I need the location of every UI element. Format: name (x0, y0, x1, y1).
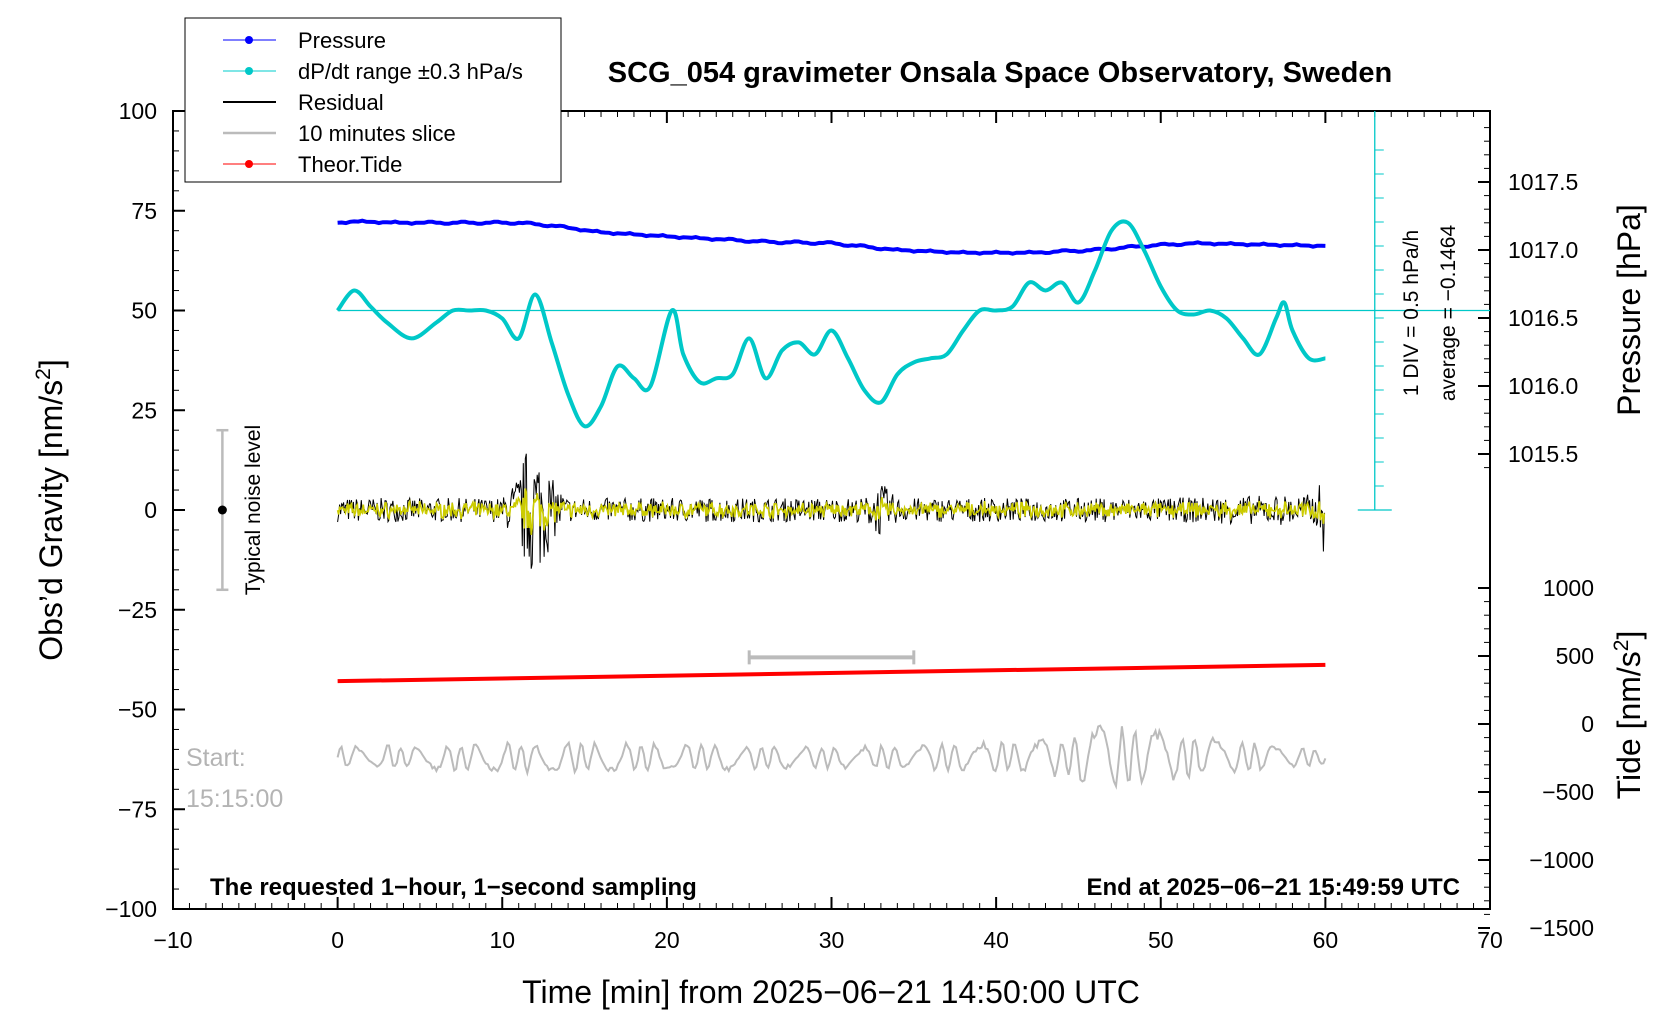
x-tick-label: 70 (1477, 927, 1503, 953)
noise-level-label: Typical noise level (242, 425, 265, 595)
tide-line (337, 662, 1326, 684)
residual-smoothed-line (336, 488, 1326, 536)
legend: Pressure dP/dt range ±0.3 hPa/s Residual… (184, 17, 562, 183)
pressure-tick-label: 1017.5 (1508, 169, 1578, 195)
sampling-note: The requested 1−hour, 1−second sampling (210, 874, 697, 901)
end-time-note: End at 2025−06−21 15:49:59 UTC (1086, 874, 1460, 901)
x-tick-label: 0 (331, 927, 344, 953)
tide-tick-label: −1500 (1529, 915, 1594, 941)
tide-tick-label: 1000 (1543, 575, 1594, 601)
legend-item-pressure: Pressure (223, 28, 386, 53)
svg-text:Pressure: Pressure (298, 28, 386, 53)
y-tick-label: −50 (118, 697, 157, 723)
legend-box (184, 17, 562, 183)
pressure-average-label: average = −0.1464 (1437, 225, 1460, 402)
x-tick-label: 30 (819, 927, 845, 953)
dpdt-line (335, 219, 1326, 429)
tide-tick-label: 0 (1581, 711, 1594, 737)
svg-text:10 minutes slice: 10 minutes slice (298, 121, 456, 146)
x-tick-label: 10 (489, 927, 515, 953)
pressure-line (337, 218, 1326, 256)
x-tick-label: 40 (983, 927, 1009, 953)
y-tick-label: −75 (118, 796, 157, 822)
y-tick-label: 25 (131, 397, 157, 423)
left-axis-label: Obs’d Gravity [nm/s2] (32, 359, 69, 661)
y-tick-label: −25 (118, 597, 157, 623)
svg-text:Theor.Tide: Theor.Tide (298, 152, 402, 177)
y-tick-label: −100 (105, 896, 157, 922)
tide-tick-label: −500 (1542, 779, 1594, 805)
pressure-tick-label: 1016.0 (1508, 373, 1578, 399)
svg-text:dP/dt range ±0.3 hPa/s: dP/dt range ±0.3 hPa/s (298, 59, 523, 84)
tide-tick-label: −1000 (1529, 847, 1594, 873)
pressure-tick-label: 1016.5 (1508, 305, 1578, 331)
legend-item-tide: Theor.Tide (223, 152, 402, 177)
y-tick-label: 75 (131, 198, 157, 224)
pressure-rate-scale-label: 1 DIV = 0.5 hPa/h (1400, 230, 1423, 396)
start-time-label: 15:15:00 (186, 785, 283, 813)
y-tick-label: 100 (119, 98, 157, 124)
x-tick-label: 60 (1313, 927, 1339, 953)
x-tick-label: 50 (1148, 927, 1174, 953)
legend-item-slice: 10 minutes slice (223, 121, 456, 146)
legend-item-residual: Residual (223, 90, 384, 115)
pressure-axis-label: Pressure [hPa] (1611, 204, 1647, 416)
pressure-tick-label: 1015.5 (1508, 441, 1578, 467)
x-tick-label: −10 (153, 927, 192, 953)
x-axis-label: Time [min] from 2025−06−21 14:50:00 UTC (522, 974, 1140, 1010)
start-label: Start: (186, 744, 246, 772)
tide-axis-label: Tide [nm/s2] (1610, 631, 1647, 800)
noise-bar-center-dot (217, 505, 227, 515)
y-tick-label: 50 (131, 298, 157, 324)
pressure-tick-label: 1017.0 (1508, 237, 1578, 263)
tide-tick-label: 500 (1556, 643, 1594, 669)
x-tick-label: 20 (654, 927, 680, 953)
y-tick-label: 0 (144, 497, 157, 523)
slice-line (336, 724, 1327, 790)
legend-item-dpdt: dP/dt range ±0.3 hPa/s (223, 59, 523, 84)
svg-text:Residual: Residual (298, 90, 384, 115)
chart-title: SCG_054 gravimeter Onsala Space Observat… (608, 57, 1392, 89)
